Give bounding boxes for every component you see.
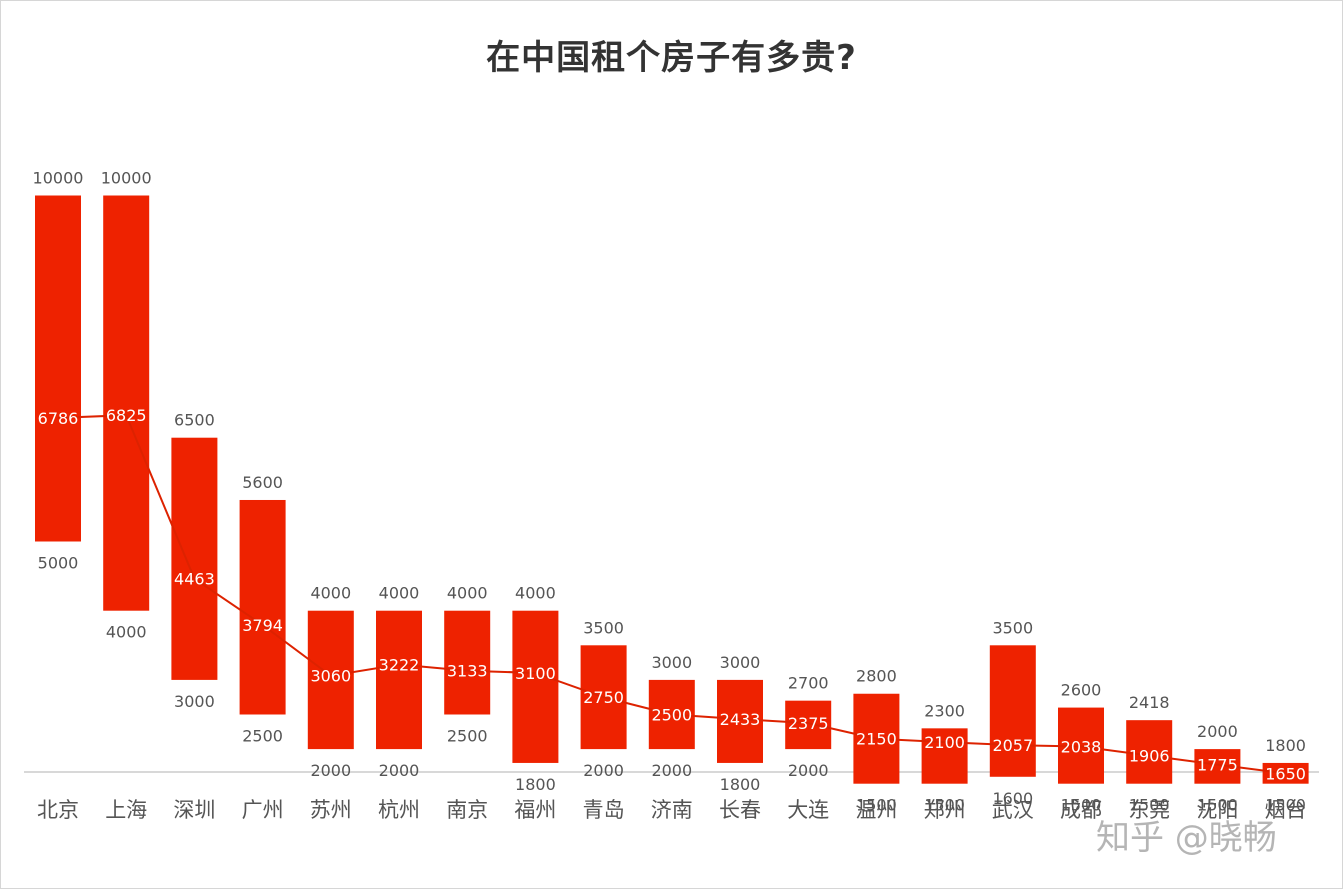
range-bar — [785, 700, 832, 750]
min-value-label: 2000 — [651, 761, 692, 780]
max-value-label: 2700 — [788, 674, 829, 693]
max-value-label: 3000 — [720, 653, 761, 672]
average-value-label: 3100 — [515, 664, 556, 683]
range-bar — [307, 610, 354, 750]
max-value-label: 5600 — [242, 473, 283, 492]
range-bar — [989, 645, 1036, 777]
watermark: 知乎 @晓畅 — [1096, 818, 1277, 858]
max-value-label: 3000 — [651, 653, 692, 672]
average-value-label: 1650 — [1265, 764, 1306, 783]
min-value-label: 2000 — [310, 761, 351, 780]
min-value-label: 1800 — [720, 775, 761, 794]
max-value-label: 4000 — [515, 584, 556, 603]
max-value-label: 10000 — [33, 169, 84, 188]
average-value-label: 2038 — [1061, 737, 1102, 756]
category-label: 杭州 — [378, 798, 420, 822]
category-label: 温州 — [855, 798, 897, 822]
range-bar — [1126, 720, 1173, 784]
min-value-label: 2000 — [379, 761, 420, 780]
max-value-label: 10000 — [101, 169, 152, 188]
category-label: 福州 — [514, 798, 556, 822]
range-bar — [35, 195, 81, 542]
max-value-label: 4000 — [379, 584, 420, 603]
max-value-label: 2800 — [856, 667, 897, 686]
max-value-label: 2300 — [924, 701, 965, 720]
category-label: 青岛 — [583, 798, 625, 822]
max-value-label: 4000 — [310, 584, 351, 603]
min-value-label: 2500 — [242, 727, 283, 746]
max-value-label: 6500 — [174, 411, 215, 430]
min-value-label: 2000 — [583, 761, 624, 780]
average-value-label: 3060 — [310, 667, 351, 686]
range-bar — [717, 679, 763, 763]
min-value-label: 1500 — [1129, 796, 1170, 815]
range-bar — [103, 195, 150, 611]
range-bar — [921, 728, 968, 784]
min-value-label: 1500 — [1061, 796, 1102, 815]
average-value-label: 2057 — [992, 736, 1033, 755]
category-label: 成都 — [1060, 798, 1102, 822]
average-value-label: 2100 — [924, 733, 965, 752]
category-label: 武汉 — [992, 798, 1034, 822]
min-value-label: 1500 — [856, 796, 897, 815]
min-value-label: 5000 — [38, 554, 79, 573]
category-label: 北京 — [37, 798, 79, 822]
min-value-label: 2000 — [788, 761, 829, 780]
range-bar — [444, 610, 491, 715]
average-value-label: 6786 — [38, 409, 79, 428]
min-value-label: 1500 — [924, 796, 965, 815]
category-label: 沈阳 — [1196, 798, 1238, 822]
min-value-label: 1500 — [1197, 796, 1238, 815]
category-label: 南京 — [446, 798, 488, 822]
category-label: 广州 — [242, 798, 284, 822]
category-label: 济南 — [651, 798, 693, 822]
category-label: 长春 — [719, 798, 761, 822]
average-line — [57, 414, 1286, 775]
min-value-label: 4000 — [106, 623, 147, 642]
range-bar — [239, 499, 286, 715]
max-value-label: 2418 — [1129, 693, 1170, 712]
min-value-label: 2500 — [447, 727, 488, 746]
average-value-label: 2750 — [583, 688, 624, 707]
average-value-label: 2500 — [651, 706, 692, 725]
average-value-label: 1775 — [1197, 756, 1238, 775]
average-value-label: 2433 — [720, 710, 761, 729]
category-label: 上海 — [105, 798, 147, 822]
max-value-label: 3500 — [583, 618, 624, 637]
max-value-label: 2000 — [1197, 722, 1238, 741]
average-value-label: 1906 — [1129, 747, 1170, 766]
category-label: 苏州 — [310, 798, 352, 822]
min-value-label: 1600 — [992, 789, 1033, 808]
average-value-label: 4463 — [174, 570, 215, 589]
max-value-label: 1800 — [1265, 736, 1306, 755]
range-bar — [512, 610, 559, 763]
min-value-label: 3000 — [174, 692, 215, 711]
average-value-label: 2150 — [856, 730, 897, 749]
category-label: 东莞 — [1128, 798, 1170, 822]
category-label: 深圳 — [173, 798, 215, 822]
average-value-label: 3222 — [379, 656, 420, 675]
category-label: 烟台 — [1265, 798, 1307, 822]
min-value-label: 1500 — [1265, 796, 1306, 815]
min-value-label: 1800 — [515, 775, 556, 794]
average-value-label: 3794 — [242, 616, 283, 635]
max-value-label: 3500 — [992, 618, 1033, 637]
category-label: 大连 — [787, 798, 829, 822]
range-bar — [171, 437, 218, 680]
range-bar — [376, 610, 422, 750]
category-label: 郑州 — [924, 798, 966, 822]
max-value-label: 4000 — [447, 584, 488, 603]
average-value-label: 3133 — [447, 662, 488, 681]
max-value-label: 2600 — [1061, 681, 1102, 700]
average-value-label: 6825 — [106, 406, 147, 425]
average-value-label: 2375 — [788, 714, 829, 733]
chart-title: 在中国租个房子有多贵? — [486, 38, 857, 78]
